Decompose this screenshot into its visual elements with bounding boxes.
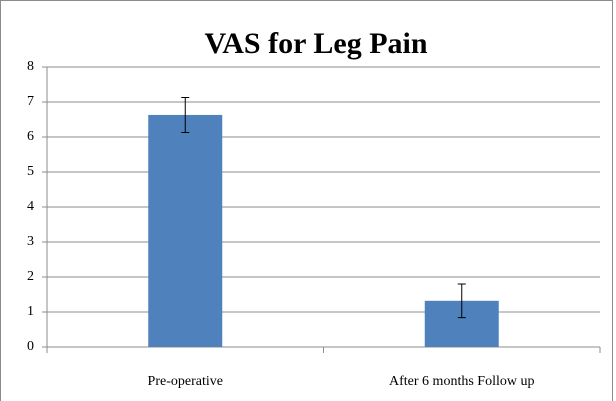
y-tick-label: 8 — [27, 59, 34, 74]
y-tick-label: 3 — [27, 234, 34, 249]
y-tick-label: 6 — [27, 129, 34, 144]
y-tick-label: 7 — [27, 94, 34, 109]
bar — [148, 114, 223, 347]
y-tick-label: 5 — [27, 164, 34, 179]
x-tick-label: After 6 months Follow up — [389, 374, 534, 389]
y-tick-label: 2 — [27, 269, 34, 284]
chart-title: VAS for Leg Pain — [204, 27, 427, 60]
y-tick-label: 4 — [27, 199, 34, 214]
y-tick-label: 1 — [27, 304, 34, 319]
error-bar — [457, 283, 466, 319]
x-tick-label: Pre-operative — [148, 374, 223, 389]
y-tick-label: 0 — [27, 339, 34, 354]
error-bar — [181, 96, 190, 133]
